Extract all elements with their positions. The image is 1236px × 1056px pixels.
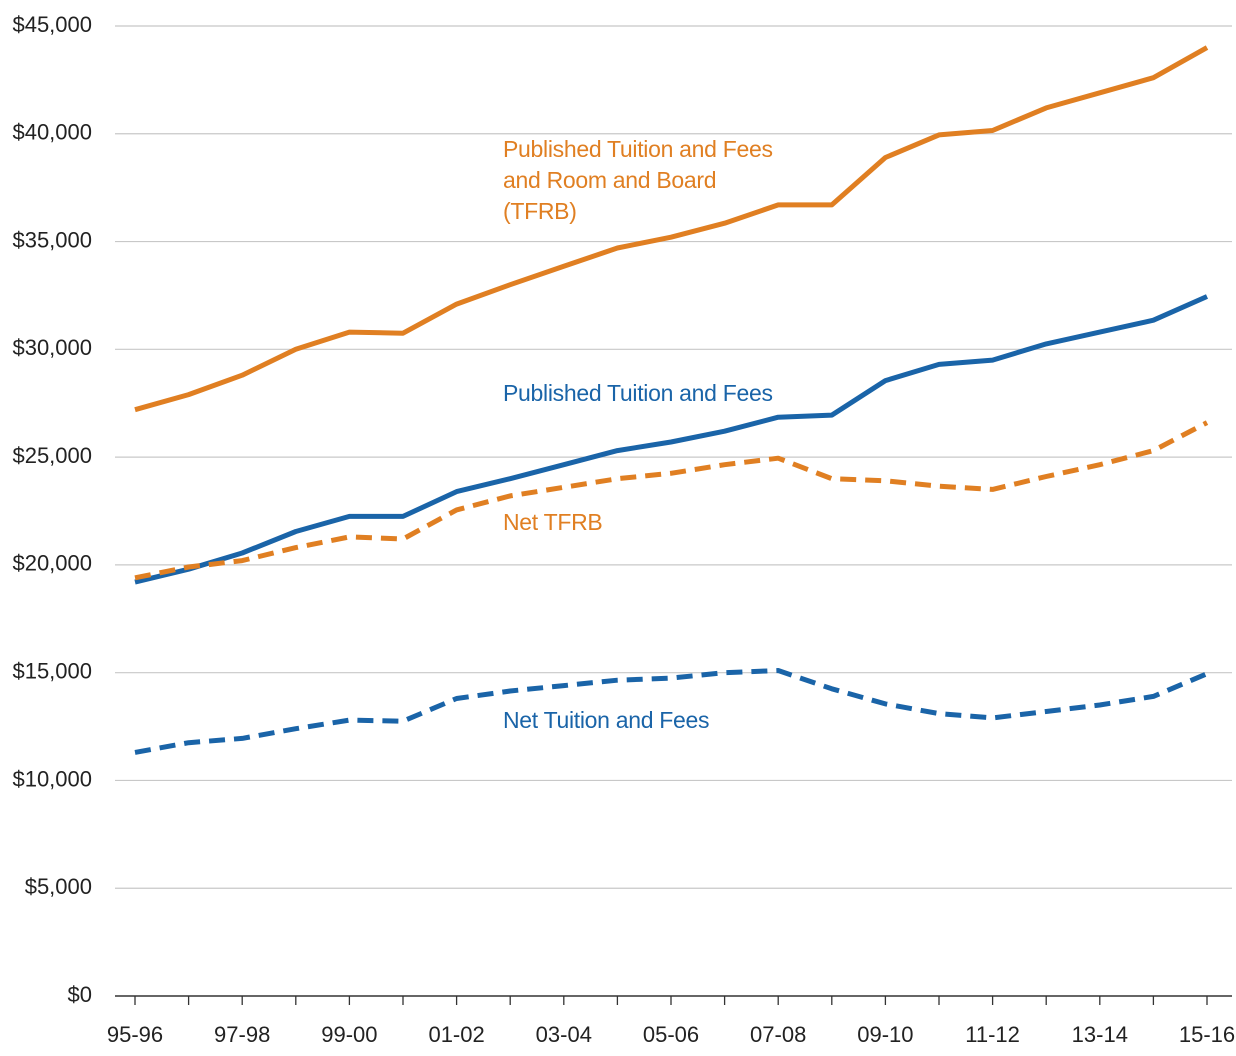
x-tick-label: 15-16 bbox=[1179, 1022, 1235, 1047]
series-line bbox=[134, 420, 1209, 581]
y-tick-label: $35,000 bbox=[12, 227, 92, 252]
y-tick-label: $10,000 bbox=[12, 766, 92, 791]
x-tick-label: 95-96 bbox=[107, 1022, 163, 1047]
x-tick-label: 01-02 bbox=[428, 1022, 484, 1047]
series-label: Net TFRB bbox=[503, 509, 603, 535]
y-tick-label: $20,000 bbox=[12, 551, 92, 576]
y-tick-label: $5,000 bbox=[25, 874, 92, 899]
series-line bbox=[134, 668, 1208, 755]
y-tick-label: $25,000 bbox=[12, 443, 92, 468]
x-tick-label: 07-08 bbox=[750, 1022, 806, 1047]
y-tick-label: $45,000 bbox=[12, 12, 92, 37]
x-tick-label: 11-12 bbox=[965, 1022, 1020, 1047]
series-line bbox=[134, 45, 1209, 413]
series-label: Published Tuition and Fees and Room and … bbox=[503, 136, 773, 224]
y-tick-label: $0 bbox=[68, 982, 92, 1007]
x-tick-label: 13-14 bbox=[1072, 1022, 1128, 1047]
series-label: Published Tuition and Fees bbox=[503, 380, 773, 406]
x-tick-label: 99-00 bbox=[321, 1022, 377, 1047]
y-tick-label: $15,000 bbox=[12, 658, 92, 683]
x-tick-label: 05-06 bbox=[643, 1022, 699, 1047]
series-label: Net Tuition and Fees bbox=[503, 707, 710, 733]
x-tick-label: 03-04 bbox=[536, 1022, 592, 1047]
series-line bbox=[134, 294, 1209, 585]
x-tick-label: 97-98 bbox=[214, 1022, 270, 1047]
x-tick-label: 09-10 bbox=[857, 1022, 913, 1047]
y-tick-label: $30,000 bbox=[12, 335, 92, 360]
y-tick-label: $40,000 bbox=[12, 120, 92, 145]
